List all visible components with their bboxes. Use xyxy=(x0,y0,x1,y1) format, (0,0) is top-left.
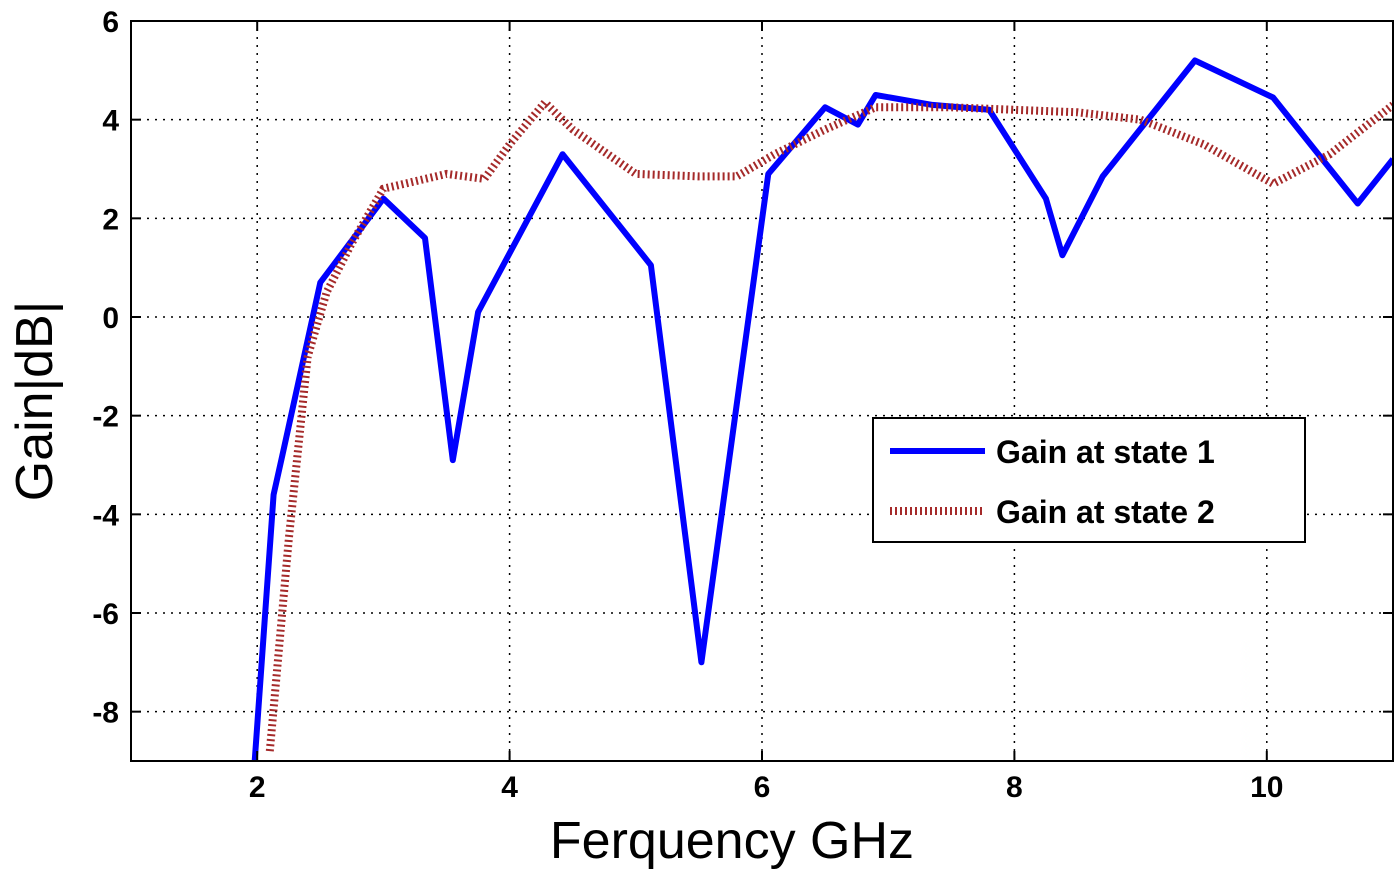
legend: Gain at state 1 Gain at state 2 xyxy=(872,417,1306,543)
y-tick-label: 4 xyxy=(102,105,119,138)
y-tick-label: -6 xyxy=(92,598,119,631)
x-axis-label: Ferquency GHz xyxy=(550,812,914,870)
y-tick-label: 0 xyxy=(102,302,119,335)
grid xyxy=(131,20,1393,761)
y-tick-label: -8 xyxy=(92,697,119,730)
y-tick-label: -2 xyxy=(92,401,119,434)
series-line-state-1 xyxy=(251,57,1393,761)
y-tick-label: 2 xyxy=(102,203,119,236)
y-axis-label: Gain|dB| xyxy=(6,301,64,501)
legend-box xyxy=(872,417,1306,543)
x-tick-label: 6 xyxy=(754,771,771,804)
x-tick-label: 4 xyxy=(501,771,518,804)
y-tick-label: 6 xyxy=(102,6,119,39)
x-tick-label: 8 xyxy=(1006,771,1023,804)
x-tick-label: 10 xyxy=(1250,771,1283,804)
y-tick-label: -4 xyxy=(92,499,119,532)
series-lines xyxy=(251,57,1393,761)
legend-label-state-2: Gain at state 2 xyxy=(996,494,1215,530)
series-line-state-2 xyxy=(265,96,1393,752)
legend-label-state-1: Gain at state 1 xyxy=(996,434,1215,470)
x-tick-label: 2 xyxy=(249,771,266,804)
ticks: 2 4 6 8 10 -8 -6 -4 -2 0 2 4 6 xyxy=(92,6,1393,804)
